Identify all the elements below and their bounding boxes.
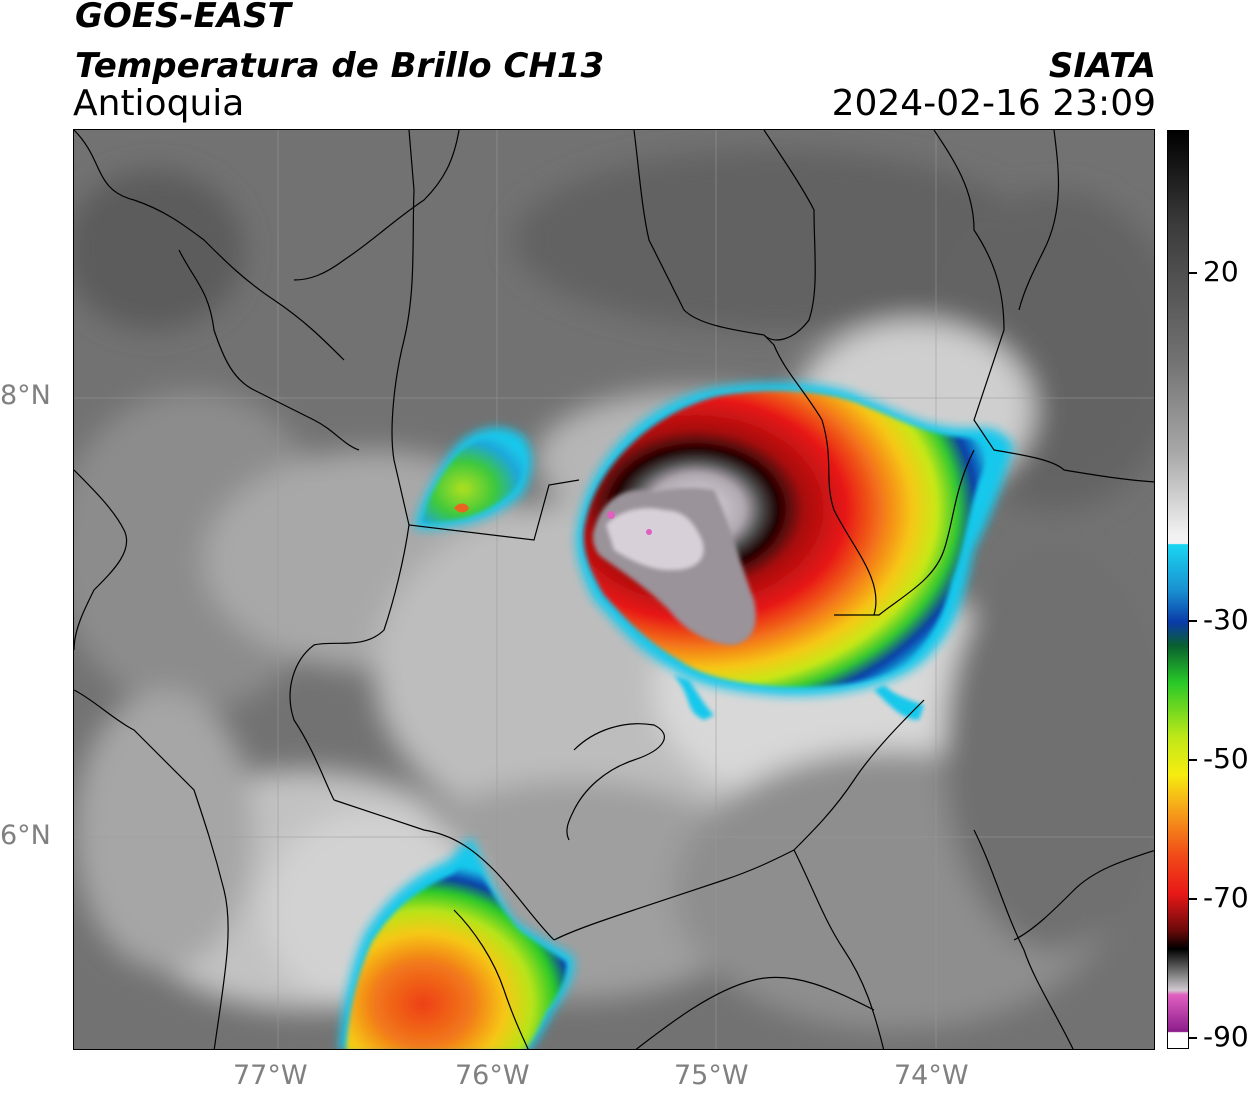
colorbar-label-minus30: -30 [1203, 603, 1249, 636]
agency-label: SIATA [1048, 46, 1156, 86]
colorbar-label-minus70: -70 [1203, 881, 1249, 914]
colorbar-tick-minus50 [1189, 759, 1197, 761]
colorbar-tick-20 [1189, 272, 1197, 274]
lon-tick-label-77w: 77°W [233, 1060, 308, 1091]
region-label: Antioquia [73, 83, 245, 124]
main-storm-cell [576, 382, 1014, 720]
small-storm-cell [414, 427, 532, 530]
colorbar-tick-minus90 [1189, 1037, 1197, 1039]
colorbar-label-20: 20 [1203, 255, 1239, 288]
lat-tick-label-6n: 6°N [0, 820, 51, 851]
lon-tick-label-76w: 76°W [455, 1060, 530, 1091]
boundaries [74, 130, 1154, 1049]
datetime-label: 2024-02-16 23:09 [831, 83, 1156, 124]
temperature-colorbar [1167, 130, 1189, 1049]
lon-tick-label-74w: 74°W [894, 1060, 969, 1091]
colorbar-tick-minus30 [1189, 620, 1197, 622]
satellite-title: GOES-EAST [75, 0, 291, 36]
southern-storm-cell [339, 838, 575, 1049]
product-title: Temperatura de Brillo CH13 [75, 46, 605, 86]
colorbar-tick-minus70 [1189, 898, 1197, 900]
lon-tick-label-75w: 75°W [674, 1060, 749, 1091]
lat-tick-label-8n: 8°N [0, 380, 51, 411]
colorbar-label-minus50: -50 [1203, 742, 1249, 775]
colorbar-label-minus90: -90 [1203, 1020, 1249, 1053]
satellite-map [73, 129, 1155, 1050]
